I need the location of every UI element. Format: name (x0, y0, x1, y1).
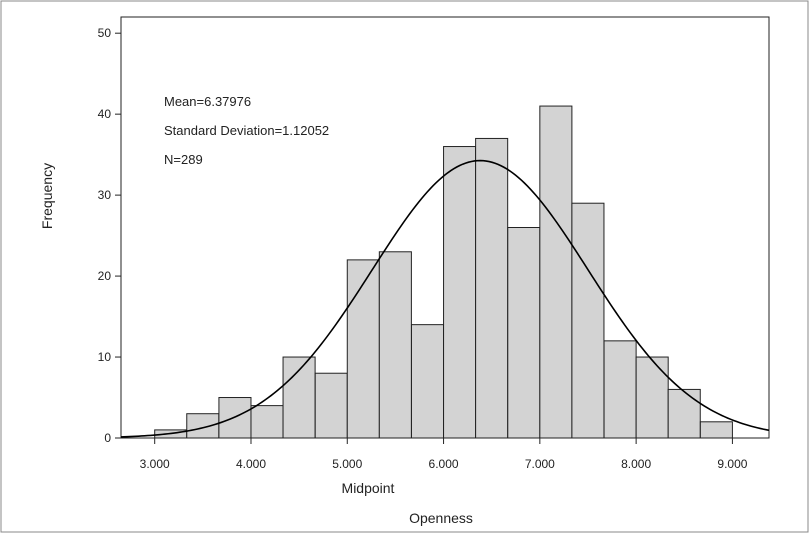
x-tick-label: 3.000 (140, 457, 170, 471)
x-tick-label: 8.000 (621, 457, 651, 471)
stats-line: Standard Deviation=1.12052 (164, 123, 329, 138)
histogram-bar (603, 340, 637, 439)
y-axis: 0 10 20 30 40 50 (98, 26, 121, 445)
histogram-bar (571, 202, 605, 439)
histogram-bar (475, 137, 509, 439)
x-tick-label: 9.000 (717, 457, 747, 471)
y-tick-label: 10 (98, 350, 112, 364)
histogram-bar (699, 421, 733, 439)
normal-curve (120, 159, 770, 438)
histogram-bar (250, 405, 284, 439)
y-axis-label: Frequency (39, 163, 55, 229)
histogram-bar (443, 146, 477, 439)
x-axis-label: Midpoint (342, 480, 395, 496)
x-axis: 3.000 4.000 5.000 6.000 7.000 8.000 9.000 (140, 438, 748, 471)
stats-line: Mean=6.37976 (164, 94, 251, 109)
histogram-bar (314, 372, 348, 439)
chart-caption: Openness (409, 510, 473, 526)
histogram-bar (667, 388, 701, 439)
x-tick-label: 4.000 (236, 457, 266, 471)
x-tick-label: 5.000 (332, 457, 362, 471)
y-tick-label: 50 (98, 26, 112, 40)
x-tick-label: 6.000 (429, 457, 459, 471)
y-tick-label: 0 (104, 431, 111, 445)
histogram-bar (507, 227, 541, 439)
histogram-bar (635, 356, 669, 439)
histogram-bar (346, 259, 380, 439)
stats-annotation: Mean=6.37976 Standard Deviation=1.12052 N=… (164, 94, 329, 167)
x-tick-label: 7.000 (525, 457, 555, 471)
stats-line: N=289 (164, 152, 203, 167)
y-tick-label: 20 (98, 269, 112, 283)
histogram-bar (378, 251, 412, 439)
histogram-bar (539, 105, 573, 439)
histogram-bar (186, 413, 220, 439)
y-tick-label: 40 (98, 107, 112, 121)
y-tick-label: 30 (98, 188, 112, 202)
histogram-bar (410, 324, 445, 439)
